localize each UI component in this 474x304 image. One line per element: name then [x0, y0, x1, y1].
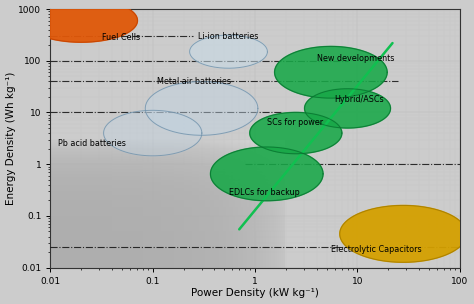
Text: Pb acid batteries: Pb acid batteries: [58, 139, 127, 148]
Y-axis label: Energy Density (Wh kg⁻¹): Energy Density (Wh kg⁻¹): [6, 72, 16, 205]
Polygon shape: [274, 47, 387, 98]
Polygon shape: [190, 35, 267, 68]
Polygon shape: [305, 89, 391, 128]
Polygon shape: [104, 110, 202, 156]
Text: SCs for power: SCs for power: [267, 118, 323, 127]
Polygon shape: [340, 206, 467, 262]
Text: Electrolytic Capacitors: Electrolytic Capacitors: [331, 245, 421, 254]
Text: Metal air batteries: Metal air batteries: [157, 77, 231, 86]
Polygon shape: [25, 0, 137, 42]
Text: EDLCs for backup: EDLCs for backup: [228, 188, 299, 197]
Polygon shape: [250, 112, 342, 154]
Text: New developments: New developments: [317, 54, 394, 63]
Text: Hybrid/ASCs: Hybrid/ASCs: [335, 95, 384, 104]
Polygon shape: [145, 81, 258, 135]
Polygon shape: [210, 147, 323, 201]
Text: Fuel Cells: Fuel Cells: [102, 33, 140, 42]
Text: Li-ion batteries: Li-ion batteries: [199, 32, 259, 41]
X-axis label: Power Density (kW kg⁻¹): Power Density (kW kg⁻¹): [191, 288, 319, 299]
